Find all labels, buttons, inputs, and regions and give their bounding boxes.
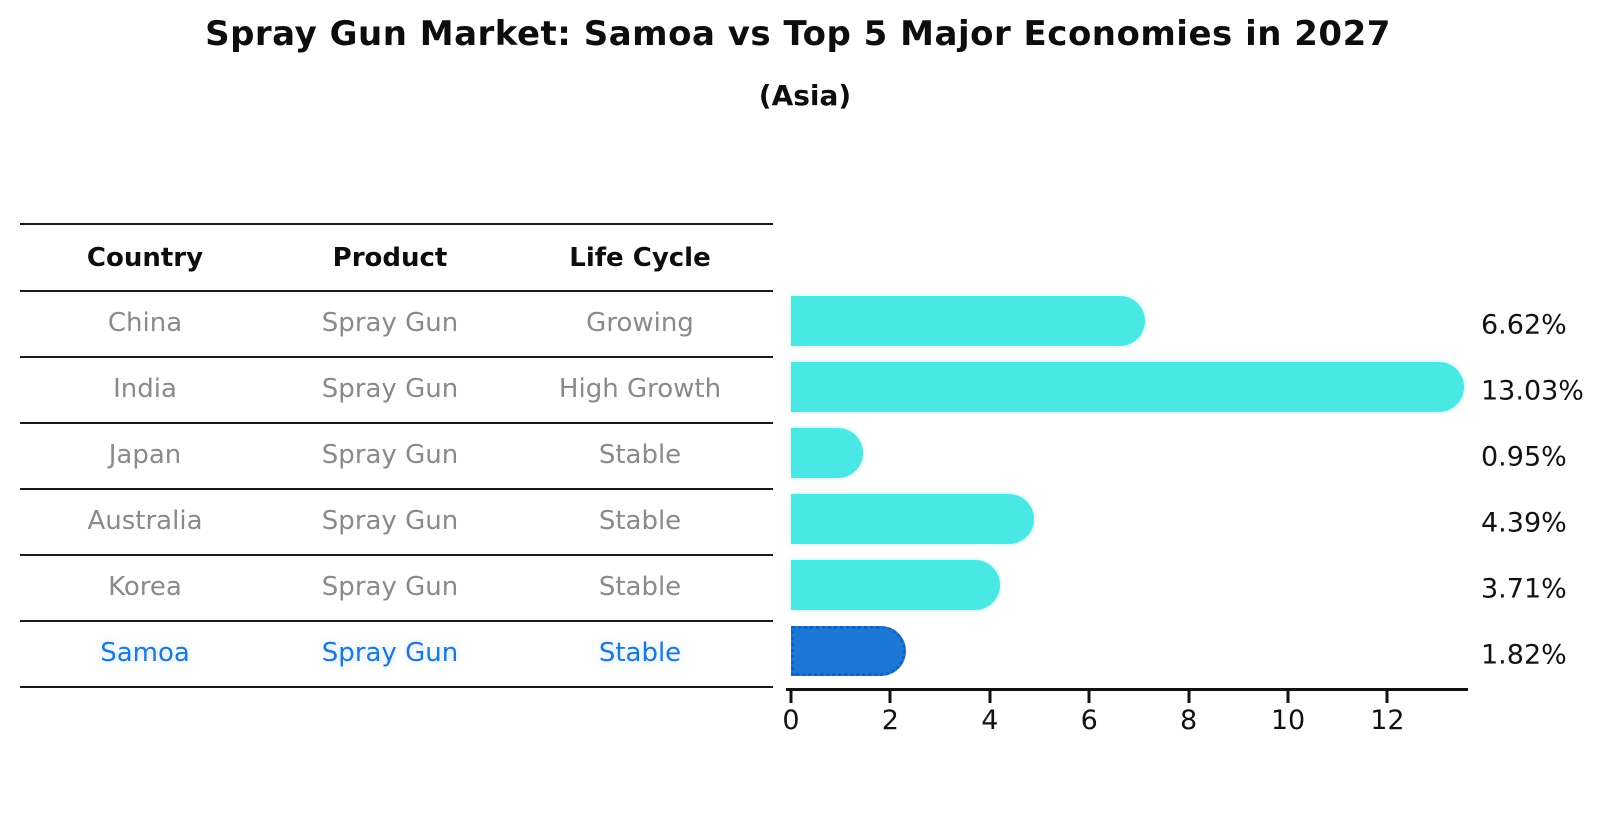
table-cell-product: Spray Gun bbox=[321, 572, 459, 602]
chart-subtitle: (Asia) bbox=[758, 79, 852, 112]
x-axis-tick-label: 8 bbox=[1180, 705, 1198, 736]
table-separator-line bbox=[20, 686, 773, 688]
table-cell-product: Spray Gun bbox=[321, 374, 459, 404]
x-axis-tick bbox=[888, 691, 892, 703]
bar-australia bbox=[791, 494, 1035, 544]
table-cell-country: China bbox=[107, 308, 183, 338]
table-header-life_cycle: Life Cycle bbox=[569, 242, 711, 273]
x-axis-tick-label: 2 bbox=[881, 705, 899, 736]
chart-title: Spray Gun Market: Samoa vs Top 5 Major E… bbox=[205, 14, 1391, 54]
table-cell-country: Korea bbox=[108, 572, 182, 602]
table-cell-country: Australia bbox=[87, 506, 203, 536]
table-separator-line bbox=[20, 554, 773, 556]
table-separator-line bbox=[20, 422, 773, 424]
x-axis-tick-label: 6 bbox=[1080, 705, 1098, 736]
bar-japan bbox=[791, 428, 864, 478]
table-separator-line bbox=[20, 223, 773, 225]
value-label-china: 6.62% bbox=[1481, 309, 1567, 341]
table-cell-life_cycle: High Growth bbox=[558, 374, 722, 404]
table-cell-life_cycle: Growing bbox=[586, 308, 694, 338]
bar-china bbox=[791, 296, 1145, 346]
table-separator-line bbox=[20, 488, 773, 490]
x-axis-tick bbox=[1286, 691, 1290, 703]
value-label-korea: 3.71% bbox=[1481, 573, 1567, 605]
value-label-samoa: 1.82% bbox=[1481, 639, 1567, 671]
x-axis-tick bbox=[789, 691, 793, 703]
table-header-product: Product bbox=[332, 242, 448, 273]
x-axis-tick-label: 0 bbox=[782, 705, 800, 736]
x-axis-tick-label: 12 bbox=[1370, 705, 1405, 736]
table-cell-product: Spray Gun bbox=[321, 638, 459, 668]
value-label-australia: 4.39% bbox=[1481, 507, 1567, 539]
x-axis-tick bbox=[1187, 691, 1191, 703]
table-cell-product: Spray Gun bbox=[321, 308, 459, 338]
value-label-japan: 0.95% bbox=[1481, 441, 1567, 473]
table-cell-product: Spray Gun bbox=[321, 506, 459, 536]
x-axis-line bbox=[786, 688, 1468, 691]
table-cell-product: Spray Gun bbox=[321, 440, 459, 470]
table-cell-life_cycle: Stable bbox=[598, 506, 682, 536]
table-separator-line bbox=[20, 290, 773, 292]
bar-india bbox=[791, 362, 1464, 412]
table-cell-life_cycle: Stable bbox=[598, 440, 682, 470]
table-cell-country: India bbox=[113, 374, 177, 404]
table-cell-country: Japan bbox=[108, 440, 182, 470]
x-axis-tick bbox=[988, 691, 992, 703]
table-separator-line bbox=[20, 356, 773, 358]
x-axis-tick bbox=[1087, 691, 1091, 703]
value-label-india: 13.03% bbox=[1481, 375, 1584, 407]
x-axis-tick bbox=[1385, 691, 1389, 703]
table-cell-life_cycle: Stable bbox=[598, 572, 682, 602]
table-separator-line bbox=[20, 620, 773, 622]
table-cell-country: Samoa bbox=[100, 638, 190, 668]
x-axis-tick-label: 10 bbox=[1270, 705, 1306, 736]
table-cell-life_cycle: Stable bbox=[598, 638, 682, 668]
bar-samoa bbox=[791, 626, 907, 676]
bar-korea bbox=[791, 560, 1001, 610]
table-header-country: Country bbox=[86, 242, 204, 273]
x-axis-tick-label: 4 bbox=[981, 705, 999, 736]
